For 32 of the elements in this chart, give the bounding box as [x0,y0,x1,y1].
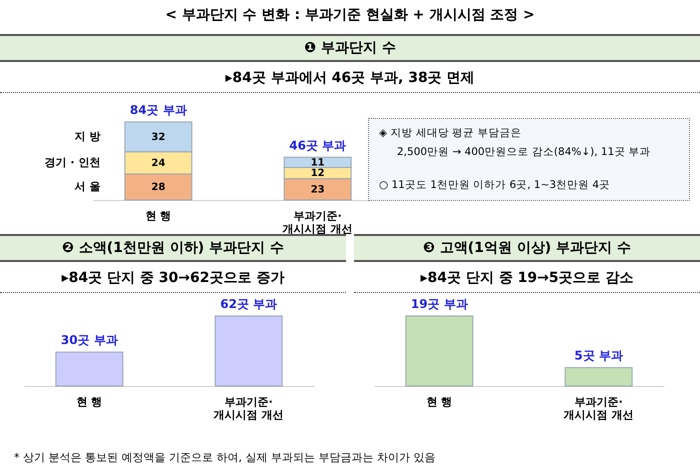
text: 2,500만원 → 400만원으로 감소(84%↓), 11곳 부과 [396,145,652,160]
data-label: 24 [151,158,166,169]
data-label: 12 [310,168,325,180]
text: 서 울 [74,180,100,193]
x-tick-label: 부과기준·개시시점 개선 [564,396,634,422]
annotation: ○ 11곳도 1천만원 이하가 6곳, 1~3천만원 4곳 [379,178,612,193]
chart-subtitle: ▸84곳 단지 중 19→5곳으로 감소 [354,264,700,293]
chart-subtitle: ▸84곳 단지 중 30→62곳으로 증가 [0,264,346,293]
data-label: 30곳 부과 [60,333,118,348]
x-tick-label: 현 행 [76,396,102,408]
annotation: ◈ 지방 세대당 평균 부담금은 [379,126,522,141]
chart-subtitle: ▸84곳 부과에서 46곳 부과, 38곳 면제 [0,64,700,93]
text: * 상기 분석은 통보된 예정액을 기준으로 하여, 실제 부과되는 부담금과는 차이가 있음 [14,450,436,465]
data-label: 62곳 부과 [220,297,278,311]
x-tick-label: 현 행 [145,210,172,222]
data-label: 5곳 부과 [574,348,623,363]
data-label: 28 [151,182,166,193]
text: 경기 · 인천 [44,156,100,169]
data-label: 11 [310,157,325,168]
total-label: 84곳 부과 [130,103,187,117]
text: < 부과단지 수 변화 : 부과기준 현실화 + 개시시점 조정 > [164,6,536,24]
data-label: 32 [151,132,166,143]
x-tick-label: 부과기준·개시시점 개선 [214,396,284,422]
chart-title: ❸ 고액(1억원 이상) 부과단지 수 [354,234,700,262]
total-label: 46곳 부과 [289,138,346,152]
x-tick-label: 부과기준·개시시점 개선 [282,210,353,236]
data-label: 23 [310,184,325,196]
x-tick-label: 현 행 [426,396,452,408]
text: 지 방 [73,130,100,143]
chart-title: ❷ 소액(1천만원 이하) 부과단지 수 [0,234,346,262]
data-label: 19곳 부과 [410,297,468,311]
chart-title: ❶ 부과단지 수 [0,34,700,62]
